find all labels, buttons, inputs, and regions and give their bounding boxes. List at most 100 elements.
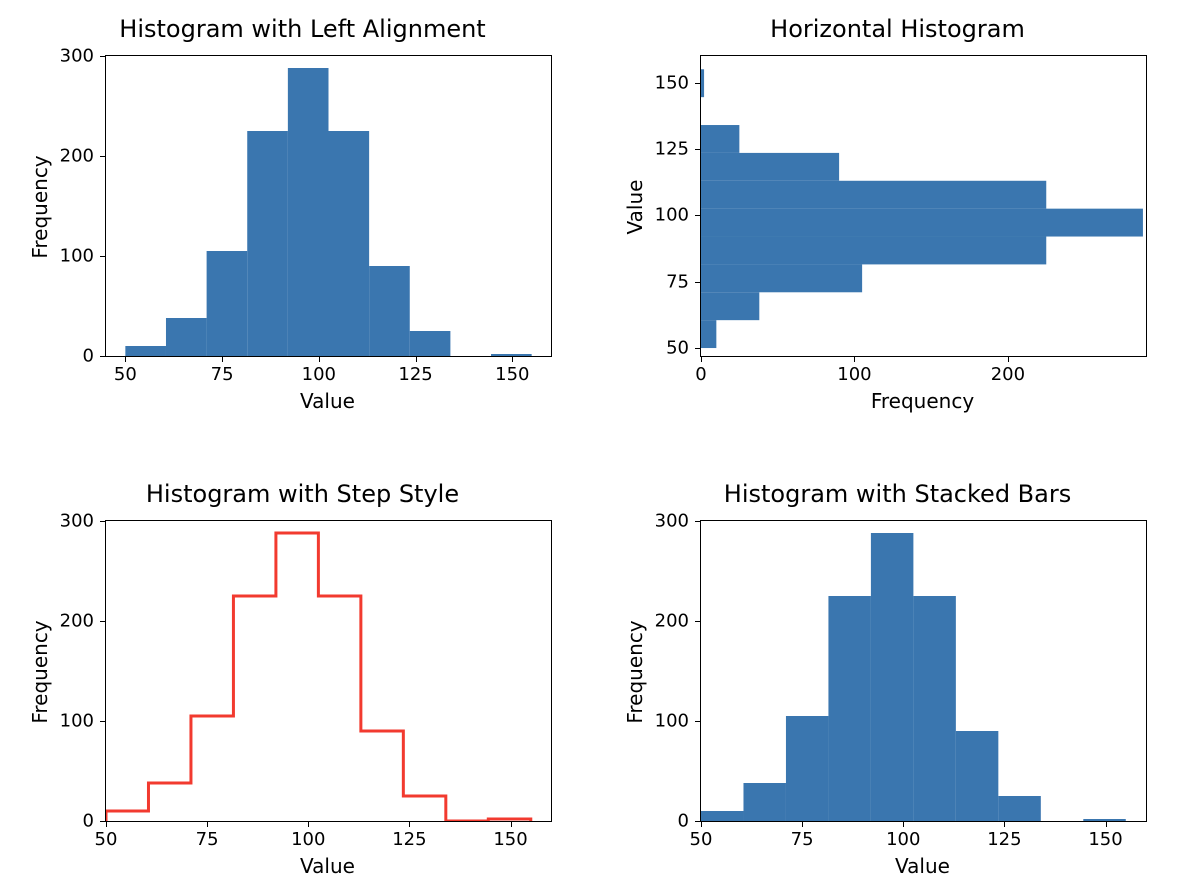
y-tick-label: 125 — [655, 138, 689, 159]
step-line — [106, 533, 531, 821]
plot-area: 50751001251500100200300 — [105, 55, 552, 357]
bar — [166, 318, 207, 356]
x-tick-mark — [319, 356, 320, 362]
y-tick-label: 200 — [60, 611, 94, 632]
bar — [701, 292, 759, 320]
y-tick-mark — [100, 821, 106, 822]
x-tick-label: 100 — [837, 364, 871, 385]
bar — [125, 346, 166, 356]
x-axis-label: Value — [105, 854, 550, 878]
y-tick-label: 75 — [666, 271, 689, 292]
chart-svg — [106, 56, 551, 356]
y-tick-label: 200 — [60, 146, 94, 167]
x-tick-mark — [416, 356, 417, 362]
bar — [828, 596, 870, 821]
y-tick-label: 100 — [60, 711, 94, 732]
x-tick-label: 50 — [114, 364, 137, 385]
y-tick-label: 100 — [655, 205, 689, 226]
x-tick-mark — [1004, 821, 1005, 827]
y-tick-label: 50 — [666, 338, 689, 359]
y-tick-label: 150 — [655, 72, 689, 93]
y-tick-label: 300 — [60, 511, 94, 532]
y-tick-label: 300 — [655, 511, 689, 532]
x-tick-label: 75 — [211, 364, 234, 385]
chart-title: Histogram with Stacked Bars — [615, 480, 1180, 508]
x-tick-mark — [701, 356, 702, 362]
chart-title: Histogram with Step Style — [20, 480, 585, 508]
x-tick-label: 75 — [791, 829, 814, 850]
x-tick-label: 200 — [991, 364, 1025, 385]
x-tick-label: 100 — [886, 829, 920, 850]
bar — [701, 69, 704, 97]
panel-top_left: Histogram with Left Alignment 50751001251… — [20, 15, 585, 425]
bar — [701, 181, 1046, 209]
bar — [701, 153, 839, 181]
x-tick-mark — [106, 821, 107, 827]
chart-svg — [106, 521, 551, 821]
y-tick-mark — [100, 356, 106, 357]
bar — [247, 131, 288, 356]
x-tick-label: 50 — [95, 829, 118, 850]
chart-svg — [701, 56, 1146, 356]
y-tick-label: 300 — [60, 46, 94, 67]
x-tick-mark — [409, 821, 410, 827]
y-tick-label: 0 — [678, 811, 689, 832]
bar — [491, 354, 532, 356]
x-tick-mark — [854, 356, 855, 362]
x-tick-mark — [207, 821, 208, 827]
bar — [998, 796, 1040, 821]
x-tick-label: 75 — [196, 829, 219, 850]
x-axis-label: Value — [700, 854, 1145, 878]
y-tick-label: 0 — [83, 346, 94, 367]
figure-container: Histogram with Left Alignment50751001251… — [0, 0, 1186, 890]
bar — [701, 237, 1046, 265]
x-tick-mark — [125, 356, 126, 362]
x-tick-label: 125 — [987, 829, 1021, 850]
x-tick-label: 125 — [392, 829, 426, 850]
bar — [743, 783, 785, 821]
bar — [207, 251, 248, 356]
x-tick-mark — [1106, 821, 1107, 827]
y-tick-mark — [695, 821, 701, 822]
bar — [701, 320, 716, 348]
y-tick-label: 200 — [655, 611, 689, 632]
panel-bottom_left: Histogram with Step Style 507510012515001… — [20, 480, 585, 890]
y-tick-label: 0 — [83, 811, 94, 832]
y-axis-label: Frequency — [623, 522, 647, 822]
bar — [871, 533, 913, 821]
x-tick-mark — [222, 356, 223, 362]
bar — [329, 131, 370, 356]
bar — [701, 209, 1143, 237]
y-axis-label: Frequency — [28, 522, 52, 822]
x-axis-label: Frequency — [700, 389, 1145, 413]
panel-top_right: Horizontal Histogram 0 100 200 50 75 100 125 150… — [615, 15, 1180, 425]
chart-title: Histogram with Left Alignment — [20, 15, 585, 43]
bar — [1083, 819, 1125, 821]
x-tick-label: 150 — [1088, 829, 1122, 850]
bar — [288, 68, 329, 356]
bar — [786, 716, 828, 821]
x-tick-label: 0 — [695, 364, 706, 385]
plot-area: 50751001251500100200300 — [700, 520, 1147, 822]
chart-svg — [701, 521, 1146, 821]
y-axis-label: Value — [623, 57, 647, 357]
panel-bottom_right: Histogram with Stacked Bars 5075100125150… — [615, 480, 1180, 890]
x-tick-mark — [701, 821, 702, 827]
y-axis-label: Frequency — [28, 57, 52, 357]
x-tick-label: 100 — [302, 364, 336, 385]
x-tick-mark — [511, 821, 512, 827]
bar — [956, 731, 998, 821]
plot-area: 50751001251500100200300 — [105, 520, 552, 822]
x-tick-mark — [308, 821, 309, 827]
bar — [369, 266, 410, 356]
y-tick-label: 100 — [655, 711, 689, 732]
x-tick-mark — [512, 356, 513, 362]
bar — [913, 596, 955, 821]
bar — [701, 264, 862, 292]
x-tick-label: 150 — [493, 829, 527, 850]
y-tick-label: 100 — [60, 246, 94, 267]
chart-title: Horizontal Histogram — [615, 15, 1180, 43]
x-axis-label: Value — [105, 389, 550, 413]
bar — [701, 125, 739, 153]
bar — [701, 811, 743, 821]
